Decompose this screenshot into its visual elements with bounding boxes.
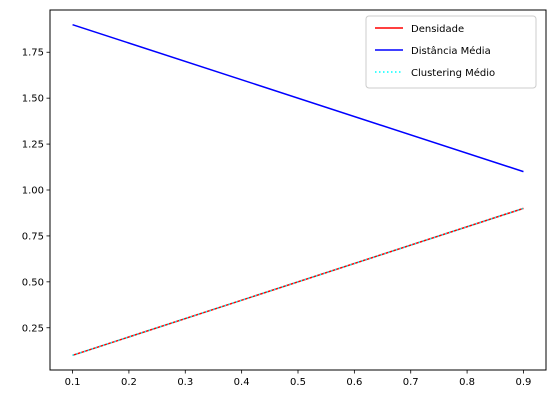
y-tick-label: 0.50 [22,277,44,288]
y-axis: 0.25 0.50 0.75 1.00 1.25 1.50 1.75 [22,48,50,334]
plot-lines [72,23,524,357]
x-tick-label: 0.6 [346,377,362,388]
y-tick-label: 1.75 [22,48,44,59]
legend-label: Distância Média [411,45,491,57]
legend-box [365,15,537,89]
x-tick-label: 0.1 [65,377,81,388]
x-tick-label: 0.7 [403,377,419,388]
x-axis: 0.1 0.2 0.3 0.4 0.5 0.6 0.7 0.8 0.9 [65,370,532,388]
x-tick-label: 0.5 [290,377,306,388]
x-tick-label: 0.9 [516,377,532,388]
x-tick-label: 0.4 [234,377,250,388]
y-tick-label: 0.25 [22,323,44,334]
x-tick-label: 0.8 [459,377,475,388]
legend: Densidade Distância Média Clustering Médio [365,15,537,89]
y-tick-label: 1.50 [22,94,44,105]
y-tick-label: 1.00 [22,186,44,197]
legend-label: Densidade [411,24,464,35]
y-tick-label: 0.75 [22,231,44,242]
legend-label: Clustering Médio [411,67,495,79]
series-line-2 [72,23,524,173]
x-tick-label: 0.3 [177,377,193,388]
series-line-3 [72,207,524,357]
x-tick-label: 0.2 [121,377,137,388]
y-tick-label: 1.25 [22,140,44,151]
